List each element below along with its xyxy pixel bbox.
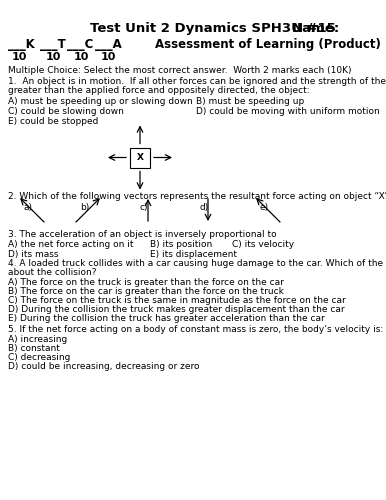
Bar (130, 148, 150, 168)
Text: 10: 10 (74, 52, 90, 62)
Text: B) must be speeding up: B) must be speeding up (196, 97, 304, 106)
Text: 3. The acceleration of an object is inversely proportional to: 3. The acceleration of an object is inve… (8, 230, 277, 239)
Text: a): a) (24, 203, 33, 212)
Text: D) its mass: D) its mass (8, 250, 59, 259)
Text: 5. If the net force acting on a body of constant mass is zero, the body’s veloci: 5. If the net force acting on a body of … (8, 325, 383, 334)
Text: Assessment of Learning (Product): Assessment of Learning (Product) (155, 38, 381, 51)
Text: C) decreasing: C) decreasing (8, 353, 70, 362)
Text: X: X (137, 153, 144, 162)
Text: 1.  An object is in motion.  If all other forces can be ignored and the strength: 1. An object is in motion. If all other … (8, 77, 386, 86)
Text: E) During the collision the truck has greater acceleration than the car: E) During the collision the truck has gr… (8, 314, 325, 323)
Text: A) The force on the truck is greater than the force on the car: A) The force on the truck is greater tha… (8, 278, 284, 287)
Text: 10: 10 (46, 52, 61, 62)
Text: C) The force on the truck is the same in magnitude as the force on the car: C) The force on the truck is the same in… (8, 296, 346, 305)
Text: D) During the collision the truck makes greater displacement than the car: D) During the collision the truck makes … (8, 305, 345, 314)
Text: Name:: Name: (292, 22, 340, 35)
Text: A) must be speeding up or slowing down: A) must be speeding up or slowing down (8, 97, 193, 106)
Text: Multiple Choice: Select the most correct answer.  Worth 2 marks each (10K): Multiple Choice: Select the most correct… (8, 66, 352, 75)
Text: C) could be slowing down: C) could be slowing down (8, 107, 124, 116)
Text: B) constant: B) constant (8, 344, 60, 353)
Text: 4. A loaded truck collides with a car causing huge damage to the car. Which of t: 4. A loaded truck collides with a car ca… (8, 259, 386, 268)
Text: Test Unit 2 Dynamics SPH3U #15: Test Unit 2 Dynamics SPH3U #15 (90, 22, 336, 35)
Text: b): b) (80, 203, 89, 212)
Text: D) could be moving with uniform motion: D) could be moving with uniform motion (196, 107, 380, 116)
Text: 10: 10 (12, 52, 27, 62)
Text: ___K: ___K (8, 38, 35, 51)
Text: ___A: ___A (95, 38, 122, 51)
Text: e): e) (260, 203, 269, 212)
Text: B) its position: B) its position (150, 240, 212, 249)
Text: E) could be stopped: E) could be stopped (8, 117, 98, 126)
Text: A) the net force acting on it: A) the net force acting on it (8, 240, 134, 249)
Text: 10: 10 (101, 52, 116, 62)
Text: about the collision?: about the collision? (8, 268, 96, 277)
Text: C) its velocity: C) its velocity (232, 240, 294, 249)
Text: D) could be increasing, decreasing or zero: D) could be increasing, decreasing or ze… (8, 362, 200, 371)
Text: E) its displacement: E) its displacement (150, 250, 237, 259)
Text: ___C: ___C (67, 38, 93, 51)
Text: 2. Which of the following vectors represents the resultant force acting on objec: 2. Which of the following vectors repres… (8, 192, 386, 201)
Text: c): c) (140, 203, 149, 212)
Text: greater than the applied force and oppositely directed, the object:: greater than the applied force and oppos… (8, 86, 310, 95)
Text: ___T: ___T (40, 38, 66, 51)
Text: d): d) (200, 203, 209, 212)
Text: B) The force on the car is greater than the force on the truck: B) The force on the car is greater than … (8, 287, 284, 296)
Text: A) increasing: A) increasing (8, 335, 67, 344)
